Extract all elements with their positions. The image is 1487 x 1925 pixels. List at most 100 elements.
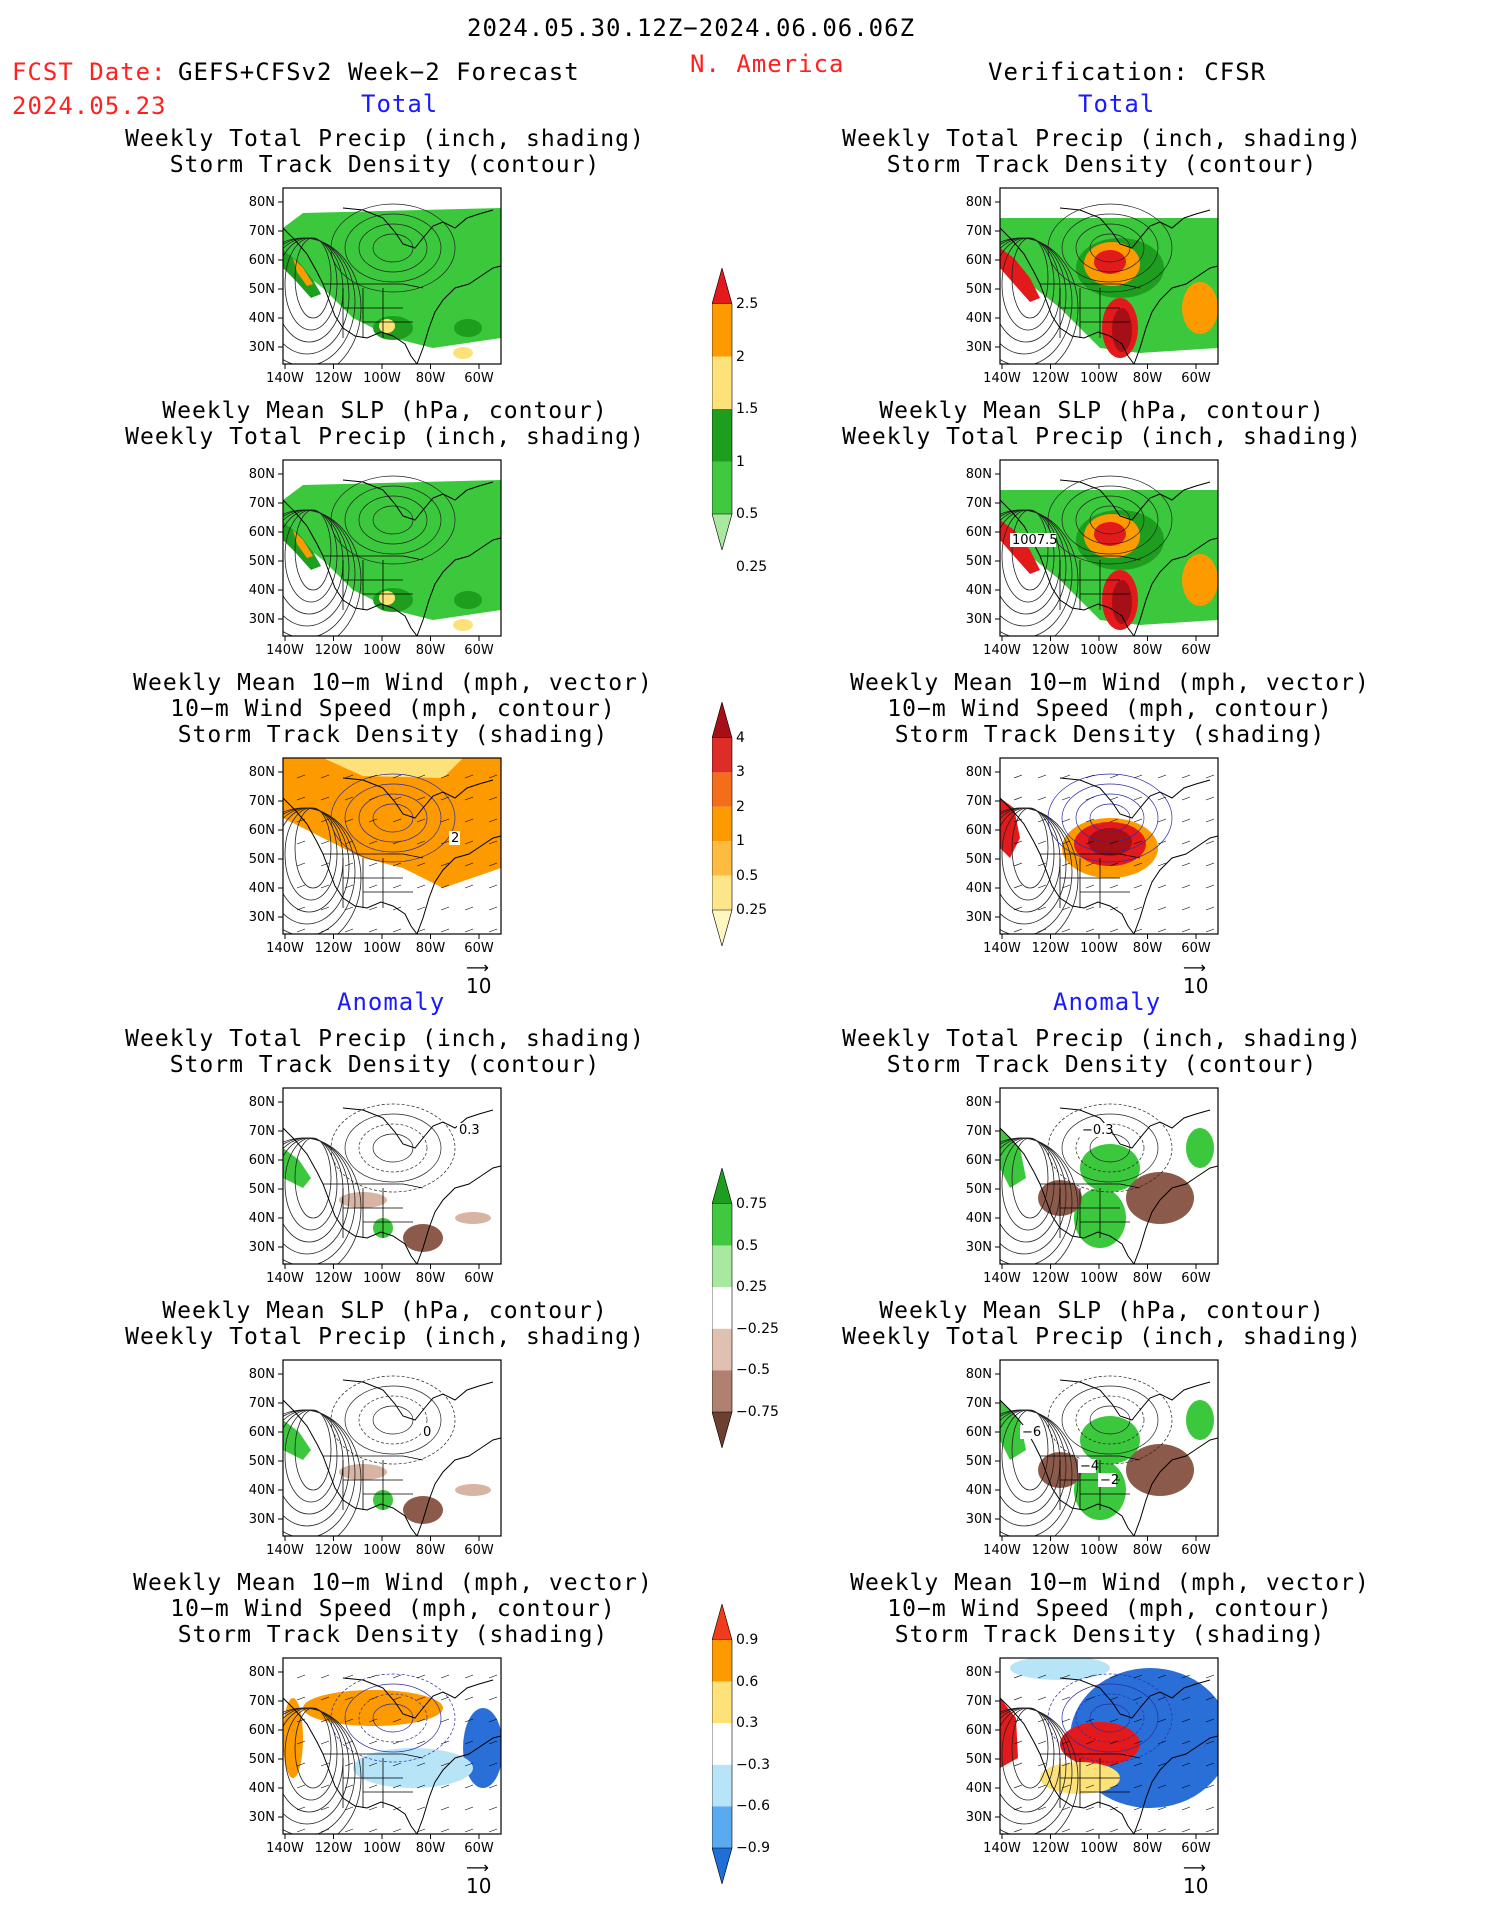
lat-tick-label: 40N	[966, 881, 992, 896]
wind-vector	[320, 818, 330, 823]
wind-vector	[1157, 774, 1167, 779]
lat-tick-label: 80N	[966, 1095, 992, 1110]
wind-vector	[440, 1806, 450, 1811]
title-anom-slp-fcst-line-2: Weekly Total Precip (inch, shading)	[125, 1324, 645, 1350]
wind-vector	[392, 1718, 402, 1723]
wind-vector	[1157, 928, 1167, 933]
wind-vector	[1109, 884, 1119, 889]
wind-vector	[488, 906, 498, 911]
wind-vector	[1013, 1806, 1023, 1811]
lat-tick-label: 60N	[249, 1425, 275, 1440]
wind-vector	[344, 1696, 354, 1701]
wind-vector	[1061, 1674, 1071, 1679]
wind-vector	[440, 928, 450, 933]
wind-vector	[1157, 1696, 1167, 1701]
wind-vector	[1133, 774, 1143, 779]
wind-vector	[1157, 796, 1167, 801]
contour-line	[1047, 773, 1173, 863]
lon-tick-label: 120W	[315, 643, 353, 658]
wind-vector	[488, 1784, 498, 1789]
contour-line	[1061, 1385, 1159, 1455]
contour-line	[330, 203, 456, 293]
title-anom-precip-fcst-line-2: Storm Track Density (contour)	[169, 1052, 601, 1078]
state-borders	[1040, 283, 1141, 338]
wind-vector	[1013, 862, 1023, 867]
wind-vector	[1109, 1718, 1119, 1723]
lon-tick-label: 100W	[1080, 1271, 1118, 1286]
contour-line	[1061, 1113, 1159, 1183]
wind-vector	[1085, 840, 1095, 845]
lat-tick-label: 80N	[966, 1367, 992, 1382]
precip-orange-west	[293, 530, 313, 558]
wind-vector	[392, 818, 402, 823]
lat-tick-label: 40N	[249, 1483, 275, 1498]
wind-vector	[1037, 884, 1047, 889]
precip-orange-east	[1182, 282, 1218, 334]
lat-tick-label: 70N	[966, 1694, 992, 1709]
map-frame	[999, 1359, 1219, 1537]
anom-storm-orange-north	[303, 1690, 443, 1726]
wind-vector	[344, 774, 354, 779]
contour-label: 2	[451, 831, 459, 846]
state-borders	[323, 1455, 424, 1510]
wind-vector	[296, 1762, 306, 1767]
lat-tick-label: 30N	[249, 1240, 275, 1255]
title-total-precip-fcst-line-1: Weekly Total Precip (inch, shading)	[125, 126, 645, 152]
map-frame	[999, 1657, 1219, 1835]
colorbar-segment	[711, 1166, 733, 1205]
section-anomaly-right: Anomaly	[1053, 988, 1162, 1016]
wind-vector	[416, 1718, 426, 1723]
wind-vector	[1181, 840, 1191, 845]
lat-tick-label: 70N	[966, 224, 992, 239]
fcst-date-value: 2024.05.23	[12, 92, 167, 120]
wind-vector	[368, 1784, 378, 1789]
lon-tick-label: 140W	[983, 643, 1021, 658]
wind-vector	[344, 1828, 354, 1833]
colorbar-segment	[712, 1764, 732, 1807]
wind-vector	[416, 1740, 426, 1745]
wind-vector	[344, 1806, 354, 1811]
region-title: N. America	[690, 50, 845, 78]
wind-vector	[464, 884, 474, 889]
colorbar-label: 1.5	[736, 401, 759, 417]
anom-green-west	[283, 1420, 311, 1460]
wind-vector	[464, 774, 474, 779]
contour-line	[372, 505, 414, 535]
wind-vector	[1133, 1806, 1143, 1811]
map-panel-total-wind-verif: 80N 70N 60N 50N 40N 30N 140W 120W 100W 80W 60W	[952, 748, 1230, 958]
colorbar-segment	[712, 841, 732, 876]
lon-tick-label: 140W	[266, 371, 304, 386]
wind-vector	[464, 1740, 474, 1745]
contour-line	[358, 1395, 428, 1445]
title-total-wind-fcst-line-3: Storm Track Density (shading)	[177, 722, 609, 748]
wind-vector	[488, 1740, 498, 1745]
wind-vector	[1013, 1696, 1023, 1701]
lon-tick-label: 140W	[266, 643, 304, 658]
map-panel-total-slp-verif: 80N 70N 60N 50N 40N 30N 140W 120W 100W 80W 60W 1007…	[952, 450, 1230, 660]
lon-tick-label: 80W	[1133, 941, 1163, 956]
section-anomaly-left: Anomaly	[337, 988, 446, 1016]
wind-vector	[320, 1674, 330, 1679]
lat-tick-label: 30N	[966, 1240, 992, 1255]
vector-ref-2: ⟶ 10	[1183, 958, 1209, 998]
contour-line	[358, 223, 428, 273]
wind-vector	[392, 840, 402, 845]
lon-tick-label: 80W	[1133, 1543, 1163, 1558]
contour-line	[330, 475, 456, 565]
contour-line	[372, 1133, 414, 1163]
lon-tick-label: 60W	[1181, 1271, 1211, 1286]
colorbar-segment	[711, 266, 733, 305]
lat-tick-label: 80N	[249, 1367, 275, 1382]
wind-vector	[488, 1674, 498, 1679]
wind-vector	[392, 906, 402, 911]
wind-vector	[464, 1806, 474, 1811]
wind-vector	[1205, 1718, 1215, 1723]
wind-vector	[1013, 1718, 1023, 1723]
lat-tick-label: 30N	[249, 612, 275, 627]
lat-tick-label: 80N	[249, 1095, 275, 1110]
map-frame	[282, 187, 502, 365]
lat-tick-label: 60N	[249, 823, 275, 838]
wind-vector	[1133, 1784, 1143, 1789]
lat-tick-label: 30N	[249, 1810, 275, 1825]
map-frame	[999, 1087, 1219, 1265]
